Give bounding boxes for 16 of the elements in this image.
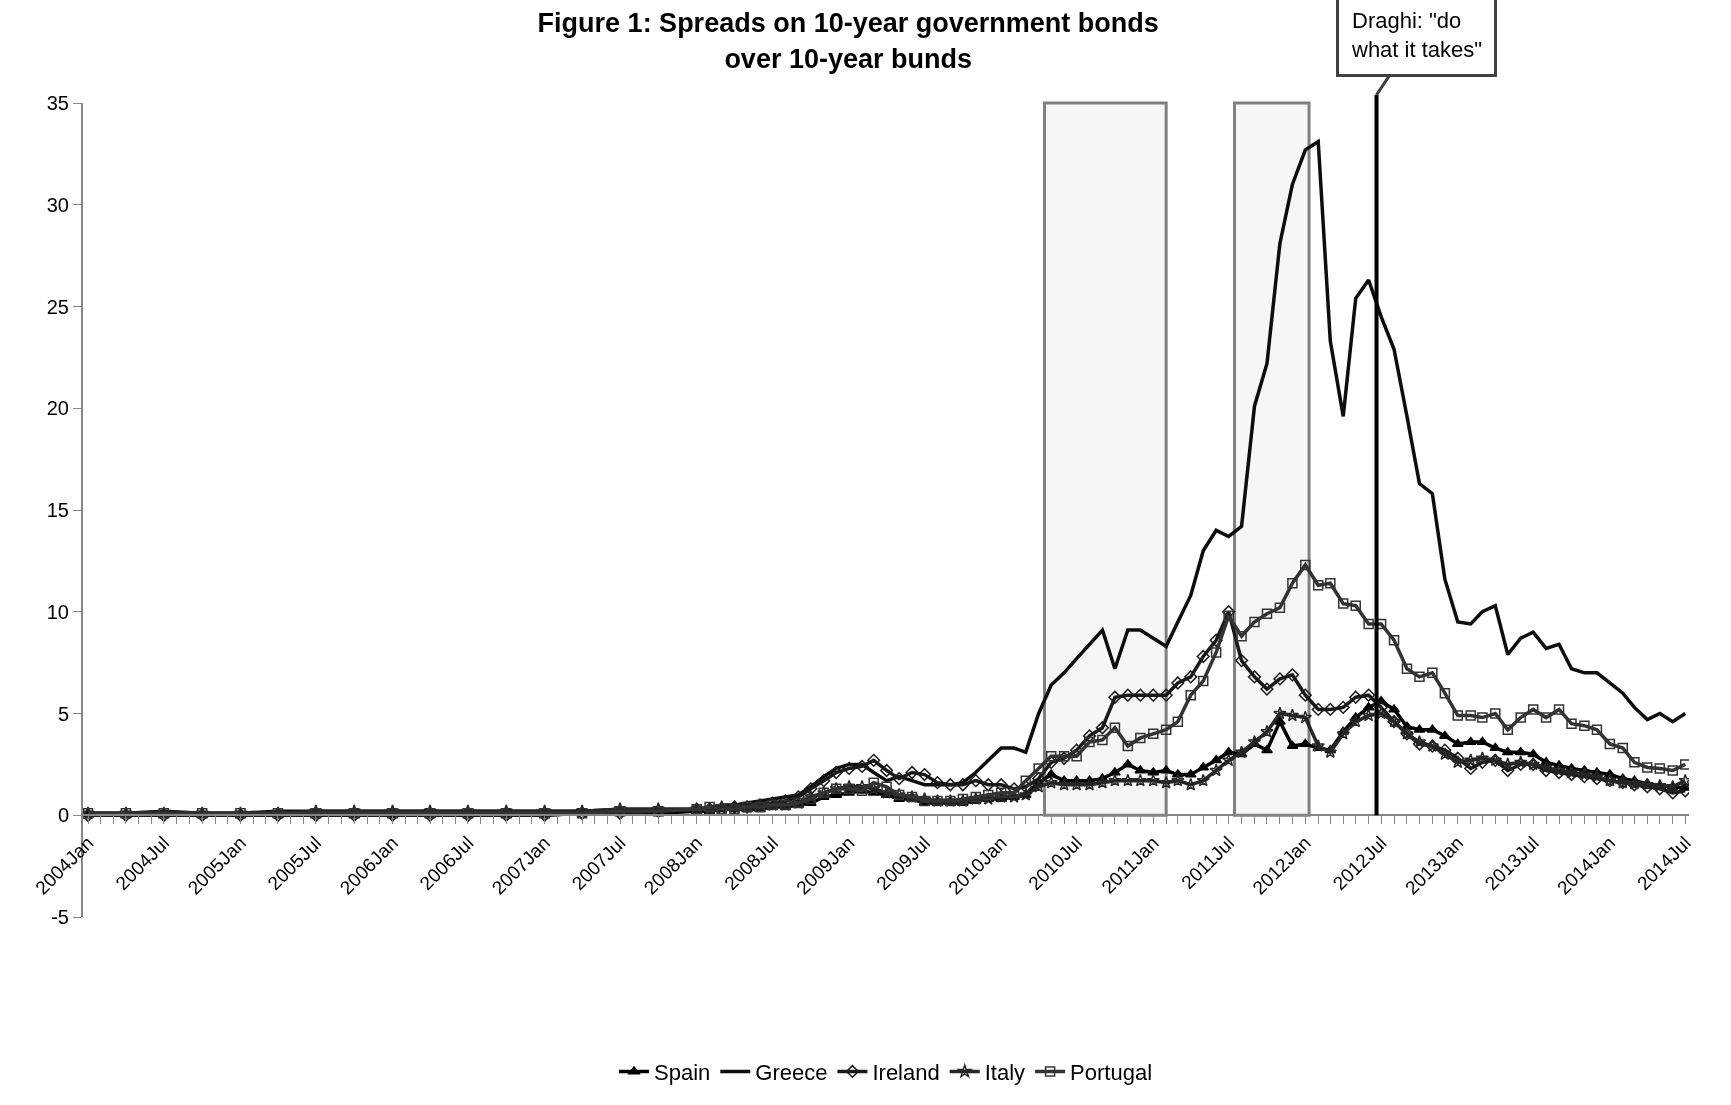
y-tick-label: -5 [51, 906, 69, 928]
chart-title: Figure 1: Spreads on 10-year government bonds over 10-year bunds [537, 8, 1159, 74]
y-tick-label: 15 [46, 499, 69, 521]
y-tick-label: 10 [46, 600, 69, 623]
y-tick-label: 20 [46, 397, 69, 420]
y-tick-label: 0 [57, 804, 69, 827]
y-tick-label: 30 [46, 193, 69, 216]
y-tick-label: 35 [46, 92, 69, 114]
legend-label: Spain [654, 1060, 711, 1086]
legend-label: Ireland [872, 1060, 940, 1086]
legend-label: Greece [755, 1060, 828, 1086]
y-tick-label: 5 [57, 702, 69, 725]
legend-label: Italy [984, 1060, 1026, 1086]
legend-label: Portugal [1070, 1060, 1153, 1086]
y-tick-label: 25 [46, 295, 69, 318]
ref-line-label: Draghi: "do what it takes" [1351, 8, 1483, 62]
